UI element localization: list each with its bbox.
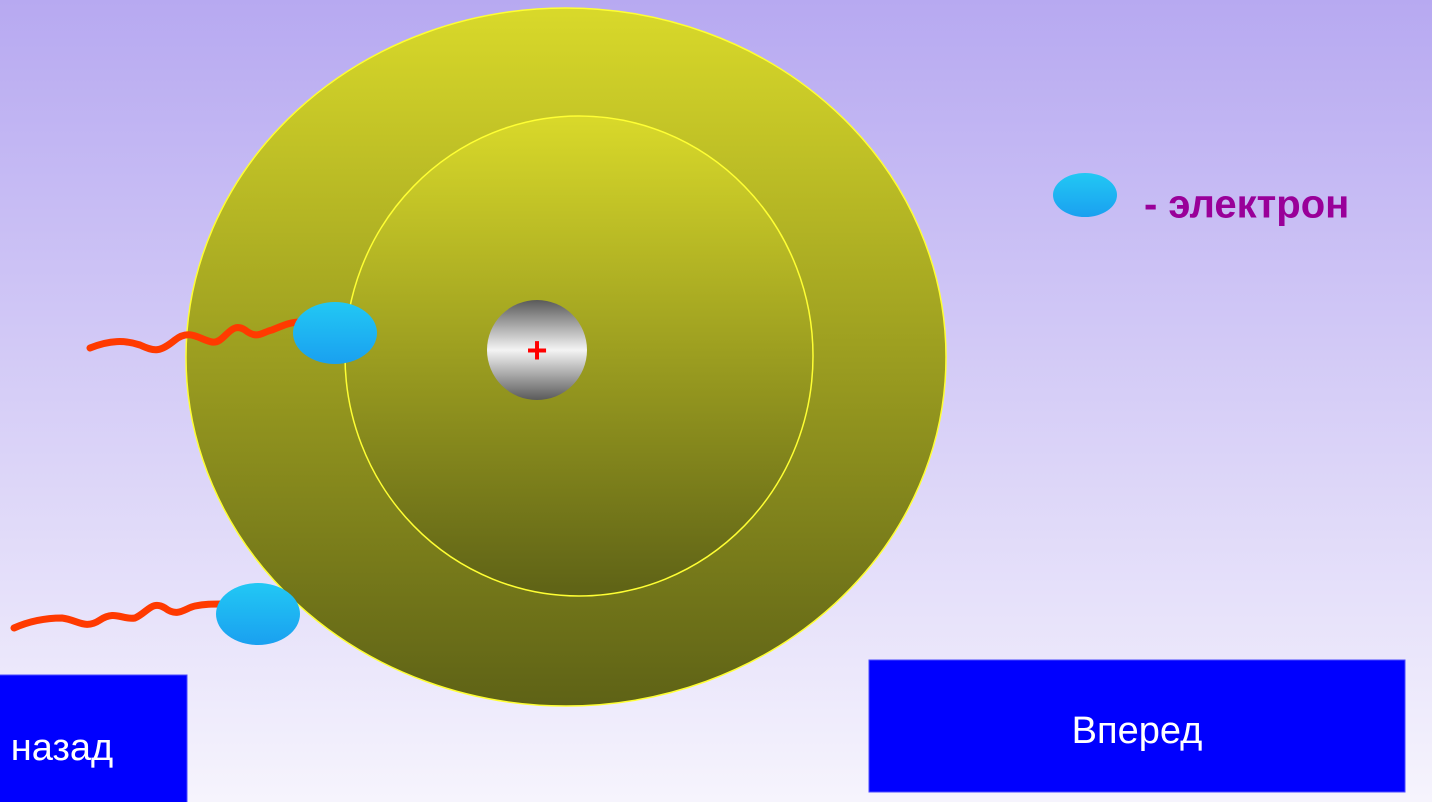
button-background[interactable] bbox=[868, 659, 1406, 793]
back-button[interactable]: назад bbox=[0, 674, 188, 802]
legend-label: - электрон bbox=[1144, 183, 1349, 227]
photon-wave bbox=[10, 600, 226, 632]
forward-button[interactable]: Вперед bbox=[868, 659, 1406, 793]
button-label[interactable]: назад bbox=[11, 727, 113, 769]
button-background[interactable] bbox=[0, 674, 188, 802]
electron bbox=[293, 302, 377, 364]
button-label[interactable]: Вперед bbox=[1072, 710, 1203, 752]
legend-electron bbox=[1053, 173, 1117, 217]
nucleus-label: + bbox=[526, 330, 547, 371]
nucleus bbox=[487, 300, 587, 400]
photon-wave bbox=[86, 318, 304, 354]
electron bbox=[216, 583, 300, 645]
